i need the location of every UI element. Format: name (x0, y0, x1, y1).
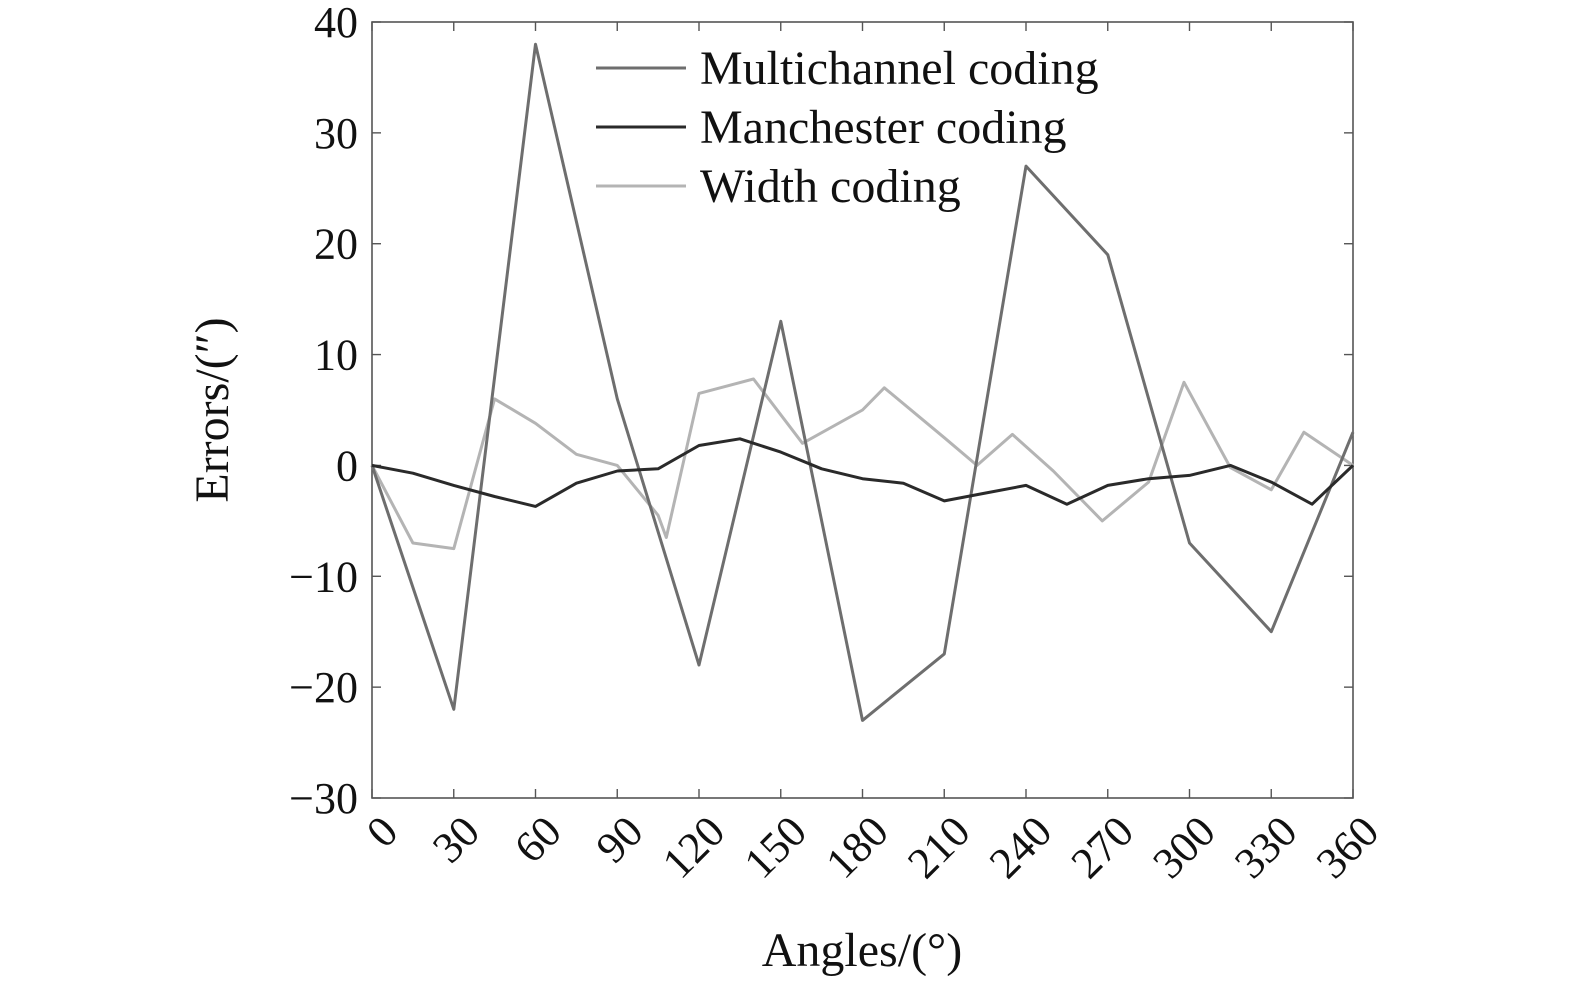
x-tick-label: 0 (357, 807, 407, 857)
legend-label: Width coding (700, 160, 961, 213)
series-line-multichannel-coding (370, 42, 1355, 722)
x-tick-label: 330 (1225, 807, 1306, 888)
y-tick-label: 20 (314, 220, 358, 269)
legend-label: Manchester coding (700, 101, 1067, 154)
x-tick-label: 120 (653, 807, 734, 888)
y-tick-label: −20 (289, 663, 358, 712)
y-tick-label: 0 (336, 441, 358, 490)
x-tick-label: 90 (587, 807, 653, 873)
x-tick-label: 360 (1307, 807, 1388, 888)
x-tick-label: 300 (1143, 807, 1224, 888)
x-axis-title: Angles/(°) (762, 924, 962, 977)
y-axis-title: Errors/(″) (186, 317, 239, 502)
y-axis-ticks: −30 −20 −10 0 10 20 30 40 (289, 0, 1353, 823)
y-tick-label: 10 (314, 331, 358, 380)
y-tick-label: −30 (289, 774, 358, 823)
x-tick-label: 30 (423, 807, 489, 873)
x-tick-label: 180 (816, 807, 897, 888)
x-tick-label: 270 (1062, 807, 1143, 888)
legend-label: Multichannel coding (700, 42, 1099, 95)
x-tick-label: 150 (735, 807, 816, 888)
series-line-width-coding (370, 377, 1354, 551)
legend: Multichannel coding Manchester coding Widt… (596, 42, 1099, 213)
y-tick-label: 30 (314, 109, 358, 158)
y-tick-label: 40 (314, 0, 358, 47)
series-layer (370, 42, 1355, 722)
x-tick-label: 60 (505, 807, 571, 873)
series-line-manchester-coding (371, 437, 1355, 508)
x-tick-label: 210 (898, 807, 979, 888)
y-tick-label: −10 (289, 552, 358, 601)
x-tick-label: 240 (980, 807, 1061, 888)
